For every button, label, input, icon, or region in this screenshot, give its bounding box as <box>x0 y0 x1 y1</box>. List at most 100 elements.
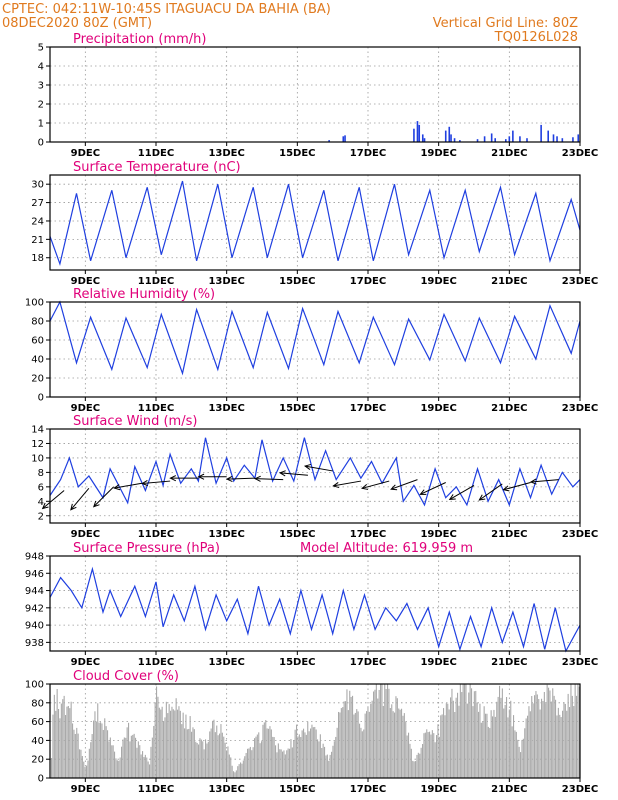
cloud-cover-bar <box>489 728 491 778</box>
cloud-cover-bar <box>559 714 561 778</box>
cloud-cover-bar <box>175 698 177 778</box>
cloud-cover-bar <box>394 712 396 778</box>
humidity-ytick-label: 80 <box>31 317 44 328</box>
wind-arrow <box>390 479 418 491</box>
cloud-cover-xtick-label: 21DEC <box>491 784 527 795</box>
cloud-cover-bar <box>91 734 93 778</box>
cloud-cover-bar <box>227 746 229 778</box>
cloud-cover-bar <box>275 745 277 778</box>
cloud-cover-bar <box>556 715 558 778</box>
cloud-cover-bar <box>357 711 359 778</box>
cloud-cover-bar <box>189 716 191 778</box>
cloud-cover-bar <box>298 734 300 778</box>
wind-arrow <box>92 486 114 508</box>
cloud-cover-bar <box>462 684 464 778</box>
cloud-cover-bar <box>378 689 380 778</box>
cloud-cover-bar <box>436 735 438 778</box>
cloud-cover-bar <box>429 731 431 778</box>
cloud-cover-ytick-label: 40 <box>31 736 44 747</box>
cloud-cover-bar <box>203 749 205 778</box>
cloud-cover-bar <box>252 747 254 778</box>
cloud-cover-bar <box>177 709 179 778</box>
temperature-ytick-label: 30 <box>31 180 44 191</box>
cloud-cover-bar <box>531 696 533 778</box>
cloud-cover-bar <box>569 707 571 778</box>
cloud-cover-bar <box>420 747 422 778</box>
cloud-cover-bar <box>395 696 397 778</box>
cloud-cover-bar <box>157 696 159 778</box>
cloud-cover-bar <box>168 704 170 778</box>
humidity-ytick-label: 100 <box>25 298 44 309</box>
pressure-ytick-label: 938 <box>25 638 44 649</box>
cloud-cover-bar <box>566 710 568 778</box>
cloud-cover-bar <box>468 692 470 778</box>
cloud-cover-bar <box>461 692 463 778</box>
cloud-cover-bar <box>398 708 400 778</box>
cloud-cover-bar <box>128 722 130 778</box>
cloud-cover-bar <box>121 746 123 778</box>
cloud-cover-bar <box>315 729 317 778</box>
precipitation-panel: Precipitation (mm/h) 0 1 2 3 4 5 9DEC 11DEC 13DEC… <box>38 32 599 159</box>
cloud-cover-bar <box>528 706 530 778</box>
cloud-cover-bar <box>504 704 506 778</box>
precipitation-bar <box>418 124 421 142</box>
wind-arrow <box>361 480 390 490</box>
cloud-cover-bar <box>343 701 345 778</box>
temperature-xtick-label: 15DEC <box>279 276 315 287</box>
cloud-cover-bar <box>552 688 554 778</box>
cloud-cover-bar <box>139 745 141 778</box>
cloud-cover-bar <box>506 697 508 778</box>
precipitation-xtick-label: 23DEC <box>562 148 598 159</box>
cloud-cover-bar <box>84 767 86 778</box>
cloud-cover-bar <box>147 761 149 778</box>
cloud-cover-bar <box>293 740 295 778</box>
humidity-xtick-label: 9DEC <box>71 403 100 414</box>
cloud-cover-bar <box>494 716 496 778</box>
cloud-cover-bar <box>546 684 548 778</box>
cloud-cover-bar <box>415 761 417 778</box>
pressure-ytick-label: 948 <box>25 552 44 563</box>
cloud-cover-bar <box>130 735 132 778</box>
cloud-cover-bar <box>447 703 449 778</box>
wind-ytick-label: 12 <box>31 439 44 450</box>
temperature-xtick-label: 19DEC <box>420 276 456 287</box>
cloud-cover-bar <box>562 710 564 778</box>
cloud-cover-bar <box>304 732 306 778</box>
cloud-cover-bar <box>283 750 285 778</box>
precipitation-xtick-label: 21DEC <box>491 148 527 159</box>
header-date: 08DEC2020 80Z (GMT) <box>2 16 152 31</box>
cloud-cover-bar <box>262 724 264 778</box>
cloud-cover-bar <box>451 688 453 778</box>
pressure-panel: Surface Pressure (hPa) Model Altitude: 61… <box>25 541 598 668</box>
cloud-cover-bar <box>104 718 106 778</box>
cloud-cover-bar <box>184 728 186 778</box>
cloud-cover-bar <box>178 706 180 778</box>
cloud-cover-bar <box>352 695 354 778</box>
cloud-cover-bar <box>137 741 139 778</box>
cloud-cover-bar <box>74 733 76 778</box>
cloud-cover-bar <box>483 706 485 778</box>
precipitation-bar <box>540 124 542 142</box>
cloud-cover-bar <box>576 695 578 778</box>
cloud-cover-bar <box>287 748 289 778</box>
cloud-cover-bar <box>373 691 375 778</box>
cloud-cover-bar <box>100 722 102 778</box>
cloud-cover-bar <box>349 690 351 778</box>
wind-arrow <box>225 475 255 483</box>
pressure-xtick-label: 13DEC <box>208 657 244 668</box>
humidity-ytick-label: 20 <box>31 374 44 385</box>
cloud-cover-bar <box>305 734 307 778</box>
cloud-cover-bar <box>408 732 410 778</box>
cloud-cover-bar <box>269 726 271 778</box>
cloud-cover-bar <box>419 753 421 778</box>
cloud-cover-bar <box>119 757 121 778</box>
wind-arrow <box>70 487 90 511</box>
cloud-cover-bar <box>417 752 419 778</box>
precipitation-title: Precipitation (mm/h) <box>73 32 206 47</box>
cloud-cover-bar <box>448 709 450 778</box>
cloud-cover-bar <box>95 721 97 778</box>
cloud-cover-bar <box>578 686 580 778</box>
pressure-ytick-label: 944 <box>25 586 44 597</box>
cloud-cover-bar <box>496 701 498 778</box>
